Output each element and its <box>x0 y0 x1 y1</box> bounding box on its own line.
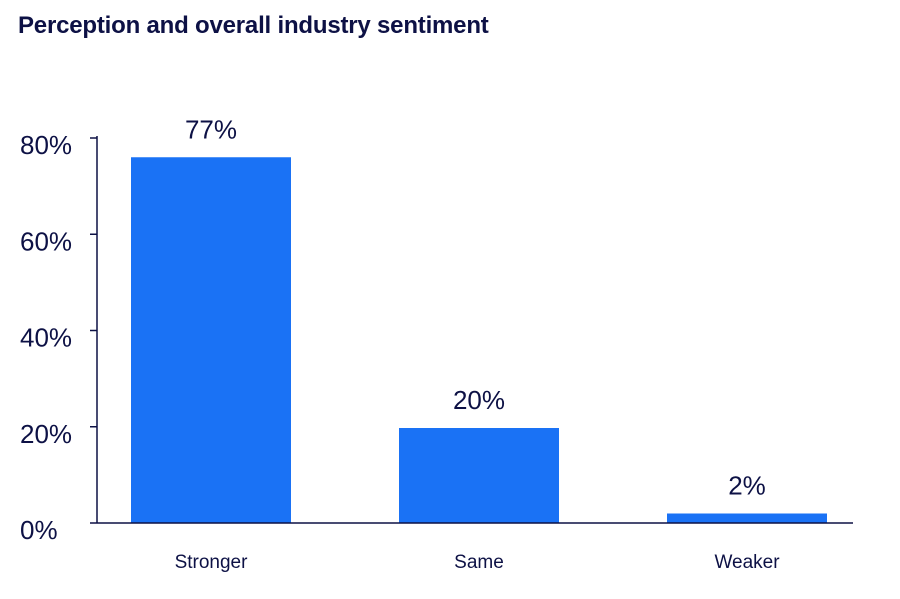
data-label-weaker: 2% <box>728 471 766 501</box>
bar-weaker <box>667 513 827 523</box>
bars <box>131 157 827 523</box>
y-tick-label: 20% <box>20 419 72 449</box>
y-tick-label: 80% <box>20 130 72 160</box>
x-axis: Stronger Same Weaker <box>97 522 853 573</box>
y-axis: 0% 20% 40% 60% 80% <box>20 130 98 545</box>
chart-title: Perception and overall industry sentimen… <box>18 12 489 39</box>
y-tick-label: 60% <box>20 226 72 256</box>
bar-stronger <box>131 157 291 523</box>
data-label-stronger: 77% <box>185 114 237 144</box>
category-label-weaker: Weaker <box>714 552 780 573</box>
y-tick-label: 0% <box>20 515 58 545</box>
y-tick-label: 40% <box>20 323 72 353</box>
bar-same <box>399 428 559 523</box>
data-label-same: 20% <box>453 385 505 415</box>
category-label-same: Same <box>454 552 504 573</box>
data-labels: 77% 20% 2% <box>185 114 766 500</box>
category-label-stronger: Stronger <box>175 552 249 573</box>
